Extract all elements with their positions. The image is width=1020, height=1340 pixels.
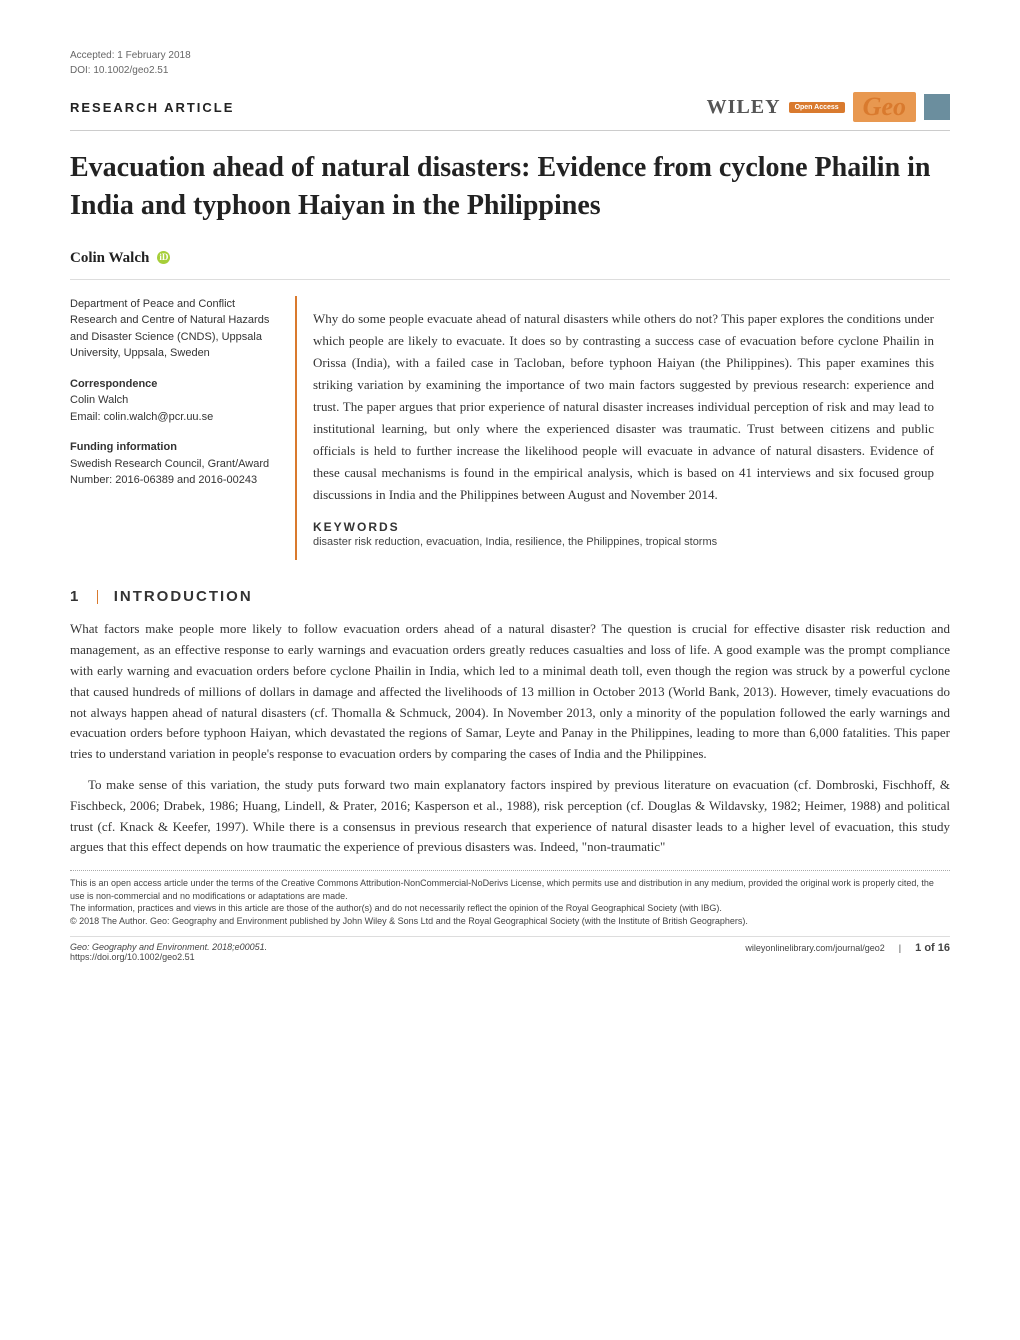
header-divider: [70, 130, 950, 131]
article-type: RESEARCH ARTICLE: [70, 100, 234, 115]
section-number: 1: [70, 588, 80, 605]
wiley-logo: WILEY: [707, 96, 781, 119]
author-name: Colin Walch: [70, 250, 149, 266]
header-row: RESEARCH ARTICLE WILEY Open Access Geo: [70, 92, 950, 122]
funding-text: Swedish Research Council, Grant/Award Nu…: [70, 456, 281, 489]
footer-disclaimer: The information, practices and views in …: [70, 902, 950, 915]
footer-license: This is an open access article under the…: [70, 877, 950, 902]
affiliation: Department of Peace and Conflict Researc…: [70, 296, 281, 362]
orcid-icon[interactable]: iD: [157, 251, 170, 264]
body-paragraph-1: What factors make people more likely to …: [70, 619, 950, 765]
accepted-date: Accepted: 1 February 2018: [70, 50, 950, 61]
correspondence-name: Colin Walch: [70, 392, 281, 409]
article-title: Evacuation ahead of natural disasters: E…: [70, 149, 950, 225]
footer-bottom-row: Geo: Geography and Environment. 2018;e00…: [70, 936, 950, 962]
funding-label: Funding information: [70, 439, 281, 456]
footer-doi-url[interactable]: https://doi.org/10.1002/geo2.51: [70, 952, 267, 962]
geo-journal-logo: Geo: [853, 92, 916, 122]
funding-block: Funding information Swedish Research Cou…: [70, 439, 281, 489]
correspondence-email: Email: colin.walch@pcr.uu.se: [70, 409, 281, 426]
footer-bottom-right: wileyonlinelibrary.com/journal/geo2 | 1 …: [745, 942, 950, 962]
footer-copyright: © 2018 The Author. Geo: Geography and En…: [70, 915, 950, 928]
correspondence-label: Correspondence: [70, 376, 281, 393]
page-number: 1 of 16: [915, 942, 950, 954]
open-access-badge: Open Access: [789, 102, 845, 113]
footer-citation: Geo: Geography and Environment. 2018;e00…: [70, 942, 267, 952]
header-logos: WILEY Open Access Geo: [707, 92, 950, 122]
footer-divider: [70, 870, 950, 871]
footer-bottom-left: Geo: Geography and Environment. 2018;e00…: [70, 942, 267, 962]
author-row: Colin Walch iD: [70, 249, 950, 267]
section-heading: 1 INTRODUCTION: [70, 588, 950, 605]
metadata-abstract-row: Department of Peace and Conflict Researc…: [70, 296, 950, 561]
doi: DOI: 10.1002/geo2.51: [70, 65, 950, 76]
keywords-text: disaster risk reduction, evacuation, Ind…: [313, 536, 934, 548]
author-divider: [70, 279, 950, 280]
correspondence-block: Correspondence Colin Walch Email: colin.…: [70, 376, 281, 426]
left-metadata-column: Department of Peace and Conflict Researc…: [70, 296, 295, 561]
abstract-box: Why do some people evacuate ahead of nat…: [295, 296, 950, 561]
rgs-logo-icon: [924, 94, 950, 120]
footer-journal-url[interactable]: wileyonlinelibrary.com/journal/geo2: [745, 943, 884, 953]
section-title-text: INTRODUCTION: [114, 588, 253, 605]
abstract-text: Why do some people evacuate ahead of nat…: [313, 308, 934, 507]
body-paragraph-2: To make sense of this variation, the stu…: [70, 775, 950, 858]
section-separator-icon: [97, 590, 98, 604]
keywords-label: KEYWORDS: [313, 520, 934, 534]
